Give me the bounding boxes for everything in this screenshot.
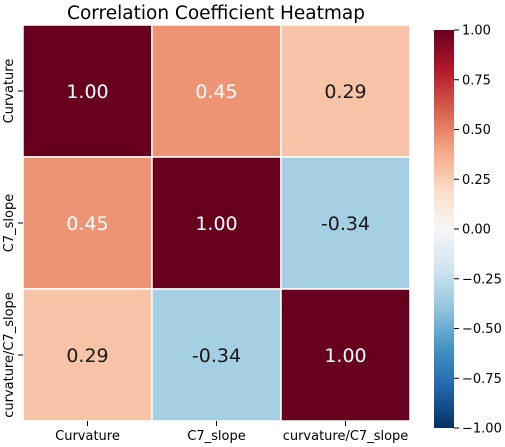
heatmap-cell <box>151 24 282 158</box>
cell-value-label: 1.00 <box>324 345 366 367</box>
cell-value-label: -0.34 <box>192 345 241 367</box>
heatmap-cell <box>22 24 153 158</box>
colorbar-tick-label: −0.75 <box>462 372 502 387</box>
y-tick-label: Curvature <box>2 59 17 124</box>
x-tick-label: Curvature <box>55 429 120 444</box>
heatmap-cell <box>151 288 282 422</box>
cell-value-label: 0.29 <box>66 345 108 367</box>
y-tick-label: C7_slope <box>2 194 17 252</box>
cell-value-label: 0.29 <box>324 81 366 103</box>
colorbar-tick-label: 0.00 <box>462 223 491 238</box>
colorbar-tick-label: 0.50 <box>462 123 491 138</box>
heatmap-cell <box>22 156 153 290</box>
cell-value-label: 1.00 <box>195 213 237 235</box>
colorbar <box>434 30 454 428</box>
colorbar-tick-label: −1.00 <box>462 422 502 437</box>
colorbar-tick-label: 0.75 <box>462 73 491 88</box>
x-tick-label: curvature/C7_slope <box>283 429 409 444</box>
heatmap-cell <box>280 156 411 290</box>
cell-value-label: 0.45 <box>66 213 108 235</box>
colorbar-tick-label: −0.50 <box>462 322 502 337</box>
x-axis-ticks: Curvature C7_slope curvature/C7_slope <box>55 421 408 444</box>
cell-value-label: -0.34 <box>321 213 370 235</box>
colorbar-tick-label: 1.00 <box>462 24 491 39</box>
heatmap-cell <box>151 156 282 290</box>
chart-title: Correlation Coefficient Heatmap <box>67 3 365 24</box>
heatmap-cell <box>280 24 411 158</box>
cell-value-label: 1.00 <box>66 81 108 103</box>
x-tick-label: C7_slope <box>187 429 245 444</box>
colorbar-tick-label: −0.25 <box>462 272 502 287</box>
y-tick-label: curvature/C7_slope <box>2 292 17 418</box>
heatmap-cells: 1.00 0.45 0.29 0.45 1.00 -0.34 0.29 -0.34 1.00 <box>22 24 411 422</box>
y-axis-ticks: Curvature C7_slope curvature/C7_slope <box>2 59 23 418</box>
cell-value-label: 0.45 <box>195 81 237 103</box>
colorbar-ticks: 1.00 0.75 0.50 0.25 0.00 −0.25 −0.50 −0.75 −1.00 <box>454 24 502 437</box>
colorbar-tick-label: 0.25 <box>462 173 491 188</box>
